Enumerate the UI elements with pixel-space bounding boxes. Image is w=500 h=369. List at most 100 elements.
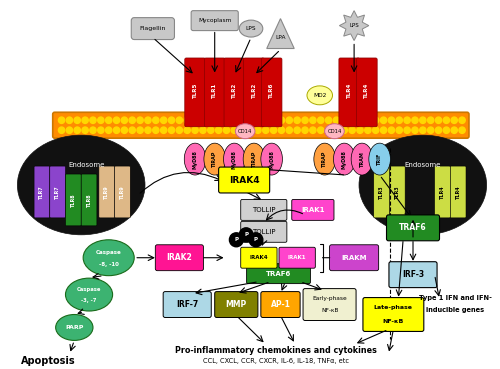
Circle shape (106, 117, 112, 124)
Circle shape (231, 127, 237, 133)
Circle shape (90, 127, 96, 133)
Text: Late-phase: Late-phase (374, 305, 413, 310)
Circle shape (90, 117, 96, 124)
Circle shape (200, 127, 206, 133)
Circle shape (176, 127, 182, 133)
Circle shape (66, 117, 72, 124)
Circle shape (428, 127, 434, 133)
Circle shape (420, 117, 426, 124)
Circle shape (74, 127, 80, 133)
Text: TLR7: TLR7 (55, 185, 60, 199)
Text: TIRAP: TIRAP (212, 151, 217, 167)
Ellipse shape (83, 240, 134, 276)
Text: Pro-inflammatory chemokines and cytokines: Pro-inflammatory chemokines and cytokine… (174, 346, 376, 355)
Circle shape (270, 117, 276, 124)
Circle shape (168, 117, 174, 124)
Circle shape (262, 117, 269, 124)
Circle shape (231, 117, 237, 124)
Ellipse shape (56, 314, 93, 341)
FancyBboxPatch shape (240, 221, 287, 242)
Text: TRIF: TRIF (377, 153, 382, 165)
FancyBboxPatch shape (261, 292, 300, 317)
Ellipse shape (334, 143, 355, 175)
Text: MyD88: MyD88 (192, 150, 198, 169)
Text: TLR3: TLR3 (379, 185, 384, 199)
Circle shape (98, 117, 104, 124)
Circle shape (216, 117, 222, 124)
Circle shape (137, 127, 143, 133)
Circle shape (412, 117, 418, 124)
Circle shape (326, 127, 332, 133)
Circle shape (106, 127, 112, 133)
Text: IRAK4: IRAK4 (229, 176, 260, 184)
Polygon shape (266, 18, 294, 48)
Circle shape (247, 117, 253, 124)
FancyBboxPatch shape (262, 58, 282, 127)
FancyBboxPatch shape (363, 297, 424, 331)
Text: TOLLIP: TOLLIP (252, 229, 276, 235)
Circle shape (278, 117, 284, 124)
Polygon shape (340, 11, 369, 41)
Circle shape (294, 127, 300, 133)
Text: TLR3: TLR3 (395, 185, 400, 199)
Circle shape (428, 117, 434, 124)
Circle shape (357, 117, 363, 124)
Ellipse shape (307, 86, 332, 105)
Text: -8, -10: -8, -10 (98, 262, 118, 267)
FancyBboxPatch shape (156, 245, 204, 271)
Circle shape (380, 127, 386, 133)
Text: TLR8: TLR8 (86, 193, 92, 207)
Text: Caspase: Caspase (96, 250, 122, 255)
Circle shape (58, 117, 64, 124)
Text: Flagellin: Flagellin (140, 26, 166, 31)
FancyBboxPatch shape (66, 174, 81, 226)
Text: Mycoplasm: Mycoplasm (198, 18, 232, 23)
Circle shape (184, 117, 190, 124)
Circle shape (459, 117, 465, 124)
Text: TOLLIP: TOLLIP (252, 207, 276, 213)
Text: NF-κB: NF-κB (321, 308, 338, 313)
FancyBboxPatch shape (330, 245, 378, 271)
Circle shape (82, 127, 88, 133)
FancyBboxPatch shape (132, 18, 174, 39)
Ellipse shape (236, 124, 255, 139)
Circle shape (114, 127, 119, 133)
Circle shape (459, 127, 465, 133)
Circle shape (357, 127, 363, 133)
Circle shape (208, 117, 214, 124)
FancyBboxPatch shape (163, 292, 212, 317)
Text: TLR2: TLR2 (232, 83, 237, 98)
Text: TIRAP: TIRAP (252, 151, 256, 167)
Text: LPS: LPS (246, 26, 256, 31)
Ellipse shape (369, 143, 390, 175)
Circle shape (262, 127, 269, 133)
FancyBboxPatch shape (292, 199, 334, 220)
Text: MyD88: MyD88 (269, 150, 274, 169)
Circle shape (249, 233, 263, 247)
FancyBboxPatch shape (303, 289, 356, 321)
FancyBboxPatch shape (204, 58, 225, 127)
Ellipse shape (239, 20, 263, 37)
Circle shape (318, 127, 324, 133)
Ellipse shape (18, 135, 145, 235)
Circle shape (247, 127, 253, 133)
Ellipse shape (184, 143, 206, 175)
Text: PARP: PARP (65, 325, 84, 330)
Circle shape (224, 127, 230, 133)
Circle shape (121, 117, 128, 124)
FancyBboxPatch shape (81, 174, 97, 226)
Circle shape (349, 127, 356, 133)
Ellipse shape (261, 143, 282, 175)
Circle shape (192, 127, 198, 133)
FancyBboxPatch shape (450, 166, 466, 218)
FancyBboxPatch shape (279, 247, 316, 268)
Text: TRAM: TRAM (360, 151, 364, 167)
Ellipse shape (224, 143, 245, 175)
Circle shape (137, 117, 143, 124)
Text: TIRAP: TIRAP (322, 151, 327, 167)
FancyBboxPatch shape (34, 166, 50, 218)
Text: CCL, CXCL, CCR, CXCR, IL-6, IL-18, TNFα, etc: CCL, CXCL, CCR, CXCR, IL-6, IL-18, TNFα,… (202, 358, 348, 364)
Text: TLR6: TLR6 (269, 83, 274, 98)
Circle shape (168, 127, 174, 133)
Text: P: P (234, 237, 238, 242)
